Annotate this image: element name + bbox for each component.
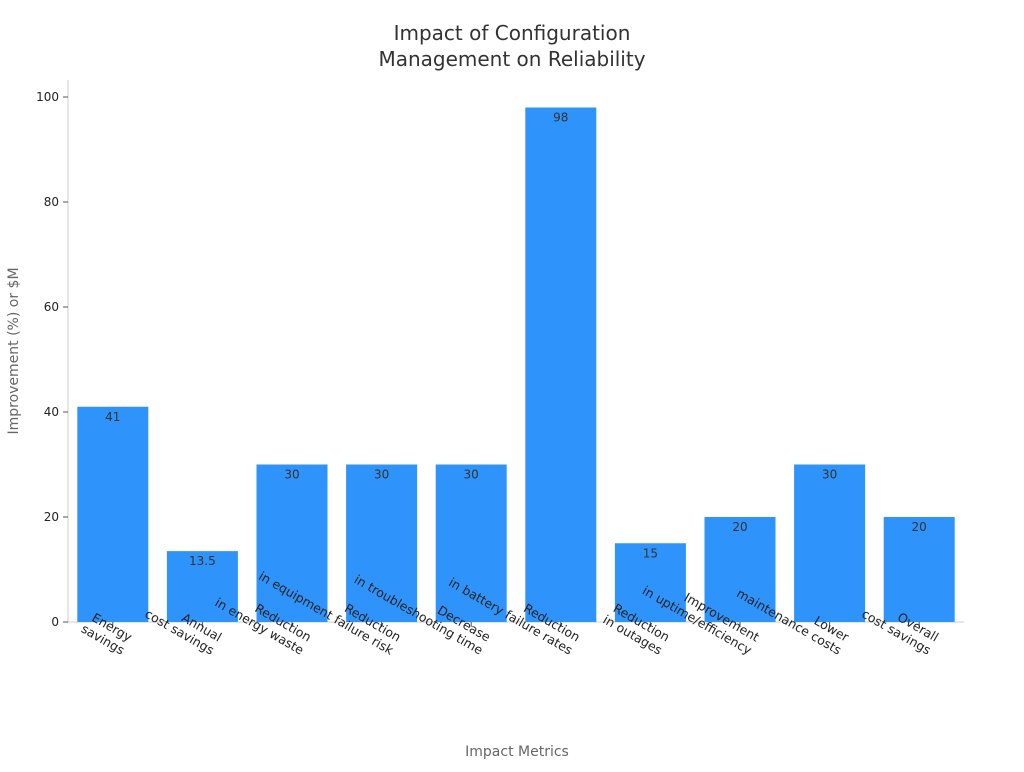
bar xyxy=(883,517,955,622)
x-axis-title: Impact Metrics xyxy=(465,744,569,760)
bar xyxy=(614,543,686,622)
bar xyxy=(794,464,866,622)
y-tick-label: 40 xyxy=(44,405,59,419)
bar-value-label: 20 xyxy=(912,520,927,534)
y-tick-label: 60 xyxy=(44,300,59,314)
bar xyxy=(346,464,418,622)
bar-value-label: 15 xyxy=(643,546,658,560)
bar xyxy=(166,551,238,622)
bars xyxy=(77,107,955,622)
bar xyxy=(77,406,149,622)
y-tick-label: 100 xyxy=(36,90,59,104)
chart-title-line-2: Management on Reliability xyxy=(378,47,645,71)
y-ticks: 0 20 40 60 80 100 xyxy=(36,90,68,629)
bar xyxy=(704,517,776,622)
bar-value-label: 30 xyxy=(464,468,479,482)
bar-value-label: 30 xyxy=(822,468,837,482)
bar-value-label: 13.5 xyxy=(189,554,216,568)
bar xyxy=(435,464,507,622)
bar-value-label: 41 xyxy=(105,410,120,424)
value-labels: 41 13.5 30 30 30 98 15 20 30 20 xyxy=(105,111,927,569)
bar-value-label: 20 xyxy=(732,520,747,534)
y-tick-label: 80 xyxy=(44,195,59,209)
bar xyxy=(256,464,328,622)
chart-title-line-1: Impact of Configuration xyxy=(394,21,631,45)
y-tick-label: 20 xyxy=(44,510,59,524)
y-tick-label: 0 xyxy=(51,615,59,629)
bar-value-label: 30 xyxy=(284,468,299,482)
bar xyxy=(525,107,597,622)
y-axis-title: Improvement (%) or $M xyxy=(6,267,22,434)
bar-value-label: 98 xyxy=(553,111,568,125)
bar-value-label: 30 xyxy=(374,468,389,482)
